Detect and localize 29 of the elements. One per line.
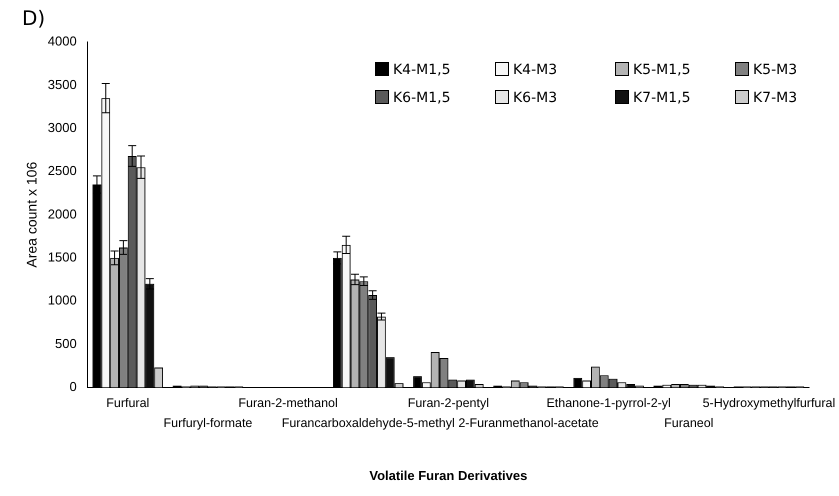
legend-label: K6-M3 bbox=[512, 90, 558, 106]
y-tick-label: 500 bbox=[55, 336, 77, 351]
y-tick-label: 1000 bbox=[48, 292, 77, 308]
legend-label: K5-M1,5 bbox=[632, 62, 692, 78]
x-tick-label: 2-Furanmethanol-acetate bbox=[458, 416, 599, 430]
legend-label: K4-M3 bbox=[512, 62, 558, 78]
x-tick-label: 5-Hydroxymethylfurfural bbox=[702, 396, 836, 410]
x-tick-label: Furaneol bbox=[664, 416, 714, 430]
x-tick-label: Furan-2-methanol bbox=[238, 396, 338, 410]
text: D) bbox=[22, 6, 46, 30]
x-axis-title: Volatile Furan Derivatives bbox=[369, 468, 528, 483]
y-tick-label: 0 bbox=[69, 378, 77, 394]
y-tick-label: 3500 bbox=[48, 76, 77, 92]
legend-label: K6-M1,5 bbox=[392, 90, 452, 106]
y-tick-label: 2000 bbox=[48, 206, 77, 222]
legend-label: K5-M3 bbox=[752, 62, 798, 78]
x-tick-label: Ethanone-1-pyrrol-2-yl bbox=[546, 396, 671, 410]
y-tick-label: 1500 bbox=[48, 249, 77, 264]
y-axis-title: Area count x 106 bbox=[23, 162, 40, 268]
legend-label: K4-M1,5 bbox=[392, 62, 452, 78]
y-tick-label: 4000 bbox=[48, 34, 77, 49]
x-tick-label: Furfural bbox=[106, 396, 150, 410]
legend-label: K7-M3 bbox=[752, 90, 798, 106]
legend-label: K7-M1,5 bbox=[632, 90, 692, 106]
x-tick-label: Furan-2-pentyl bbox=[408, 396, 490, 410]
y-tick-label: 2500 bbox=[48, 163, 77, 178]
x-tick-label: Furancarboxaldehyde-5-methyl bbox=[282, 416, 455, 430]
x-tick-label: Furfuryl-formate bbox=[163, 416, 252, 430]
y-tick-label: 3000 bbox=[48, 120, 77, 135]
